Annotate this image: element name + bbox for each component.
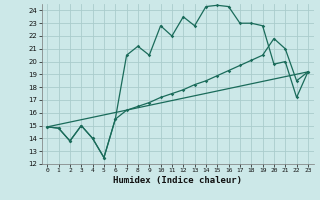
X-axis label: Humidex (Indice chaleur): Humidex (Indice chaleur)	[113, 176, 242, 185]
